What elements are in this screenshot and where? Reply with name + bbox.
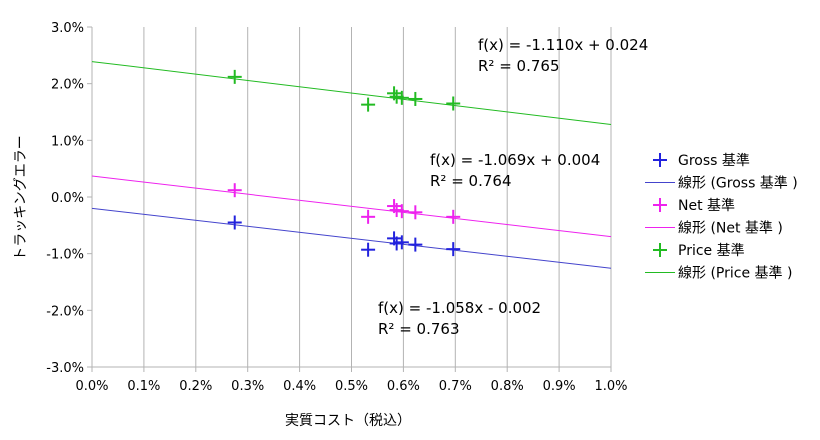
y-tick-label: -2.0% (46, 304, 84, 319)
data-point (361, 209, 376, 224)
trend-equation: f(x) = -1.110x + 0.024 (478, 36, 648, 54)
data-point (408, 205, 423, 220)
data-point (446, 242, 461, 257)
x-tick-label: 0.6% (387, 379, 420, 394)
data-point (394, 235, 409, 250)
y-axis-title: トラッキングエラー (13, 135, 29, 261)
trend-r-squared: R² = 0.763 (378, 320, 459, 338)
y-tick-label: -1.0% (46, 248, 84, 263)
x-tick-label: 0.8% (491, 379, 524, 394)
legend-marker (653, 243, 667, 257)
data-point (408, 91, 423, 106)
legend-label: 線形 (Gross 基準 ) (678, 175, 798, 192)
legend-marker (653, 153, 667, 167)
x-tick-label: 0.7% (439, 379, 472, 394)
data-point (227, 69, 242, 84)
x-tick-label: 0.5% (335, 379, 368, 394)
data-point (361, 242, 376, 257)
data-point (227, 183, 242, 198)
trend-equation: f(x) = -1.069x + 0.004 (430, 151, 600, 169)
x-tick-label: 0.4% (283, 379, 316, 394)
data-point (227, 215, 242, 230)
y-tick-label: 2.0% (51, 78, 84, 93)
data-point (394, 204, 409, 219)
x-tick-label: 0.3% (231, 379, 264, 394)
legend-label: Gross 基準 (678, 152, 750, 169)
y-tick-label: -3.0% (46, 361, 84, 376)
data-point (446, 209, 461, 224)
data-point (394, 90, 409, 105)
axes (87, 26, 611, 368)
y-tick-label: 1.0% (51, 134, 84, 149)
legend-marker (653, 198, 667, 212)
x-tick-label: 1.0% (594, 379, 627, 394)
x-tick-label: 0.2% (179, 379, 212, 394)
grid-lines (91, 27, 612, 372)
equations: f(x) = -1.058x - 0.002 R² = 0.763 f(x) = -… (378, 36, 648, 338)
trend-lines (91, 61, 612, 269)
trend-r-squared: R² = 0.765 (478, 57, 559, 75)
legend-label: Net 基準 (678, 197, 735, 214)
data-points (227, 69, 461, 257)
legend-label: 線形 (Price 基準 ) (678, 265, 792, 282)
trend-line (91, 207, 612, 269)
legend-label: Price 基準 (678, 242, 745, 259)
x-tick-label: 0.0% (75, 379, 108, 394)
x-axis-title: 実質コスト（税込） (285, 413, 411, 429)
data-point (361, 97, 376, 112)
trend-line (91, 175, 612, 238)
y-tick-label: 3.0% (51, 21, 84, 36)
trend-line (91, 61, 612, 125)
x-tick-label: 0.9% (543, 379, 576, 394)
data-point (387, 86, 402, 101)
x-tick-label: 0.1% (127, 379, 160, 394)
trend-r-squared: R² = 0.764 (430, 172, 511, 190)
legend-label: 線形 (Net 基準 ) (678, 220, 783, 237)
y-tick-label: 0.0% (51, 191, 84, 206)
data-point (446, 96, 461, 111)
trend-equation: f(x) = -1.058x - 0.002 (378, 299, 541, 317)
data-point (408, 237, 423, 252)
tick-labels: 0.0% 0.1% 0.2% 0.3% 0.4% 0.5% 0.6% 0.7% 0.8% 0.9%… (46, 21, 627, 394)
